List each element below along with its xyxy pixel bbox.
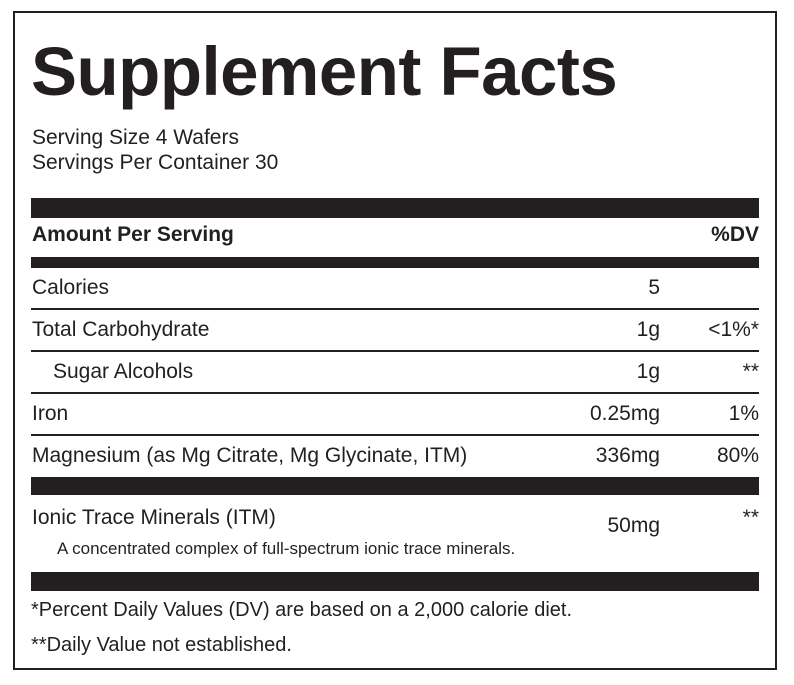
nutrient-dv: 1% [728, 402, 759, 425]
nutrient-amount: 0.25mg [589, 402, 660, 425]
nutrient-name: Ionic Trace Minerals (ITM) [32, 506, 276, 529]
nutrient-amount: 1g [636, 318, 660, 341]
nutrient-amount: 50mg [607, 514, 660, 537]
dv-header-label: %DV [711, 223, 759, 246]
nutrient-row-calories: Calories 5 [31, 268, 759, 308]
nutrient-dv: ** [742, 360, 759, 383]
nutrient-row-ionic-trace-minerals: Ionic Trace Minerals (ITM) 50mg ** [31, 498, 759, 538]
thick-divider [31, 572, 759, 591]
nutrient-row-sugar-alcohols: Sugar Alcohols 1g ** [31, 352, 759, 392]
nutrient-name: Calories [32, 276, 110, 299]
nutrient-amount: 1g [636, 360, 660, 383]
row-divider [31, 350, 759, 352]
nutrient-name: Total Carbohydrate [32, 318, 210, 341]
nutrient-dv: ** [742, 506, 759, 529]
nutrient-name: Sugar Alcohols [53, 360, 194, 383]
table-header-row: Amount Per Serving %DV [31, 215, 759, 255]
servings-per-container: Servings Per Container 30 [32, 151, 279, 174]
footnote-dv-basis: *Percent Daily Values (DV) are based on … [31, 599, 573, 621]
nutrient-row-magnesium: Magnesium (as Mg Citrate, Mg Glycinate, … [31, 436, 759, 476]
medium-divider [31, 257, 759, 268]
amount-per-serving-label: Amount Per Serving [32, 223, 234, 246]
panel-title: Supplement Facts [31, 33, 618, 110]
row-divider [31, 434, 759, 436]
nutrient-name: Iron [32, 402, 69, 425]
nutrient-row-total-carbohydrate: Total Carbohydrate 1g <1%* [31, 310, 759, 350]
serving-size: Serving Size 4 Wafers [32, 126, 239, 149]
footnote-dv-not-established: **Daily Value not established. [31, 634, 292, 656]
nutrient-amount: 5 [648, 276, 660, 299]
thick-divider [31, 198, 759, 218]
supplement-facts-panel: Supplement Facts Serving Size 4 Wafers S… [13, 11, 777, 670]
nutrient-dv: 80% [716, 444, 759, 467]
nutrient-dv: <1%* [708, 318, 759, 341]
row-divider [31, 308, 759, 310]
itm-description: A concentrated complex of full-spectrum … [57, 539, 516, 558]
row-divider [31, 392, 759, 394]
nutrient-row-iron: Iron 0.25mg 1% [31, 394, 759, 434]
nutrient-name: Magnesium (as Mg Citrate, Mg Glycinate, … [32, 444, 468, 467]
thick-divider [31, 477, 759, 495]
nutrient-amount: 336mg [595, 444, 660, 467]
